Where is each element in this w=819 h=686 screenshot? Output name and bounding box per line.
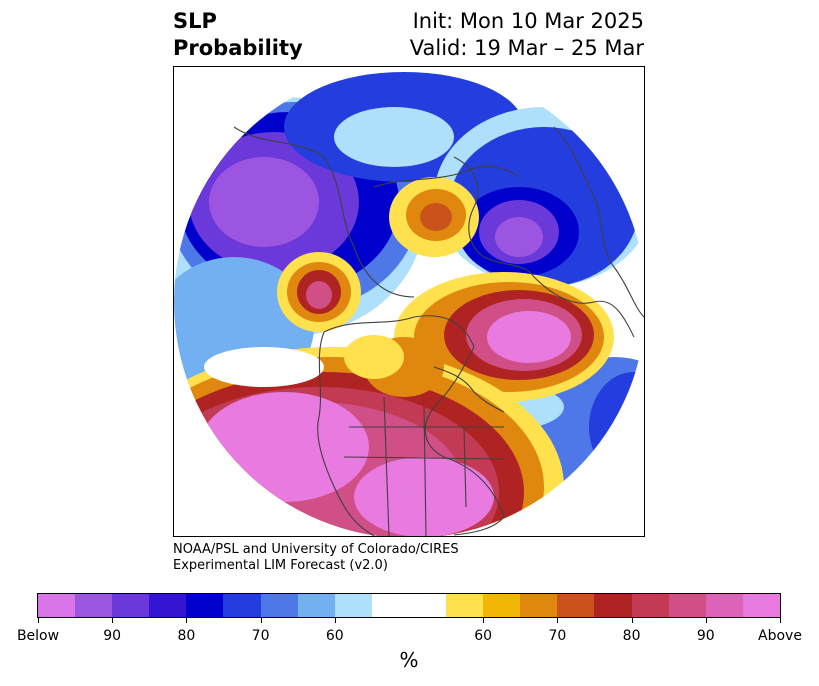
colorbar-tick-label: 60	[325, 628, 344, 644]
coastlines	[233, 126, 644, 536]
probability-map	[174, 67, 644, 536]
colorbar-tick-mark	[334, 618, 336, 623]
colorbar	[37, 593, 781, 618]
colorbar-segment	[557, 594, 595, 617]
colorbar-segment	[149, 594, 187, 617]
colorbar-segment	[186, 594, 224, 617]
colorbar-segment	[668, 594, 706, 617]
colorbar-segment	[223, 594, 261, 617]
colorbar-tick-mark	[780, 618, 781, 623]
valid-range: Valid: 19 Mar – 25 Mar	[409, 36, 644, 60]
colorbar-tick-mark	[483, 618, 485, 623]
colorbar-tick-mark	[705, 618, 707, 623]
colorbar-tick-mark	[557, 618, 559, 623]
colorbar-tick-label: 80	[177, 628, 196, 644]
colorbar-tick-label: 90	[103, 628, 122, 644]
colorbar-tick-label: 70	[548, 628, 567, 644]
colorbar-tick-label: Below	[16, 628, 60, 644]
credit-line-1: NOAA/PSL and University of Colorado/CIRE…	[173, 542, 459, 557]
colorbar-tick-mark	[112, 618, 114, 623]
colorbar-segment	[334, 594, 372, 617]
colorbar-tick-label: Above	[758, 628, 802, 644]
colorbar-segment	[297, 594, 335, 617]
credit-line-2: Experimental LIM Forecast (v2.0)	[173, 558, 388, 573]
colorbar-unit: %	[399, 648, 419, 672]
init-date: Init: Mon 10 Mar 2025	[412, 9, 644, 33]
colorbar-tick-label: 70	[251, 628, 270, 644]
filled-contours	[174, 67, 644, 536]
colorbar-tick-mark	[186, 618, 188, 623]
colorbar-segment	[112, 594, 150, 617]
colorbar-segment	[75, 594, 113, 617]
title-field: Probability	[173, 36, 303, 60]
title-right: Init: Mon 10 Mar 2025 Valid: 19 Mar – 25…	[410, 8, 644, 62]
colorbar-segment	[742, 594, 780, 617]
colorbar-tick-label: 80	[622, 628, 641, 644]
colorbar-segment	[594, 594, 632, 617]
colorbar-segment	[371, 594, 447, 617]
title-left: SLP Probability	[173, 8, 303, 62]
map-panel	[173, 66, 645, 537]
colorbar-segment	[520, 594, 558, 617]
credit-text: NOAA/PSL and University of Colorado/CIRE…	[173, 542, 459, 574]
colorbar-tick-label: 90	[696, 628, 715, 644]
colorbar-segment	[705, 594, 743, 617]
colorbar-segment	[483, 594, 521, 617]
colorbar-segment	[631, 594, 669, 617]
colorbar-segment	[446, 594, 484, 617]
colorbar-tick-mark	[38, 618, 39, 623]
colorbar-tick-label: 60	[474, 628, 493, 644]
colorbar-tick-mark	[631, 618, 633, 623]
colorbar-segment	[260, 594, 298, 617]
colorbar-tick-mark	[260, 618, 262, 623]
title-variable: SLP	[173, 9, 217, 33]
colorbar-segment	[38, 594, 76, 617]
